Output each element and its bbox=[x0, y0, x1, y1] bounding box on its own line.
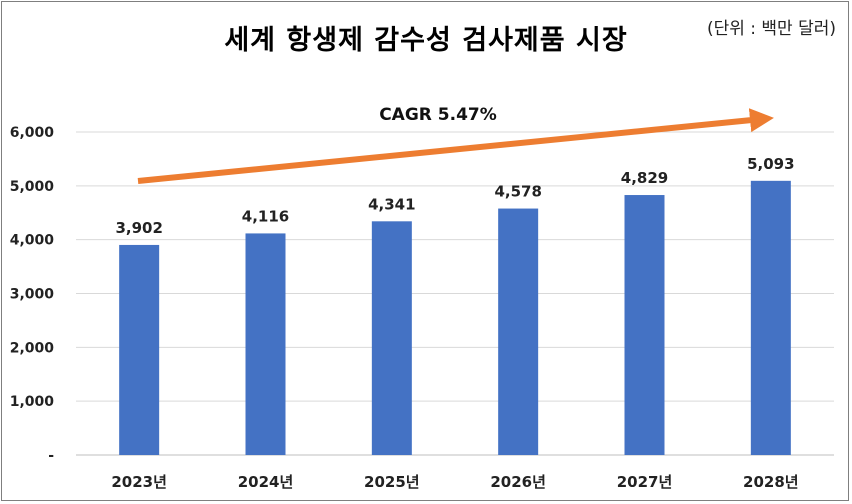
x-tick-label: 2027년 bbox=[617, 473, 673, 491]
data-label: 4,116 bbox=[242, 207, 289, 225]
y-tick-label: 6,000 bbox=[10, 125, 55, 141]
y-tick-label: 1,000 bbox=[10, 394, 55, 410]
y-tick-label: - bbox=[48, 448, 54, 464]
y-tick-label: 4,000 bbox=[10, 233, 55, 249]
chart-title: 세계 항생제 감수성 검사제품 시장 bbox=[224, 25, 628, 56]
y-tick-label: 5,000 bbox=[10, 179, 55, 195]
x-tick-label: 2025년 bbox=[364, 473, 420, 491]
bar bbox=[245, 233, 286, 455]
cagr-label: CAGR 5.47% bbox=[379, 105, 497, 125]
unit-note: (단위 : 백만 달러) bbox=[706, 19, 836, 39]
x-tick-label: 2028년 bbox=[743, 473, 799, 491]
x-tick-label: 2026년 bbox=[490, 473, 546, 491]
data-label: 4,341 bbox=[368, 195, 415, 213]
cagr-arrow bbox=[137, 108, 774, 184]
bar bbox=[750, 180, 791, 455]
bar bbox=[371, 221, 412, 455]
data-label: 4,578 bbox=[494, 183, 541, 201]
x-tick-label: 2024년 bbox=[238, 473, 294, 491]
data-label: 4,829 bbox=[621, 169, 668, 187]
x-tick-label: 2023년 bbox=[111, 473, 167, 491]
y-tick-label: 3,000 bbox=[10, 287, 55, 303]
y-tick-label: 2,000 bbox=[10, 340, 55, 356]
bar bbox=[119, 244, 160, 455]
data-label: 3,902 bbox=[115, 219, 162, 237]
bar bbox=[624, 195, 665, 456]
data-label: 5,093 bbox=[747, 155, 794, 173]
bar bbox=[498, 208, 539, 455]
